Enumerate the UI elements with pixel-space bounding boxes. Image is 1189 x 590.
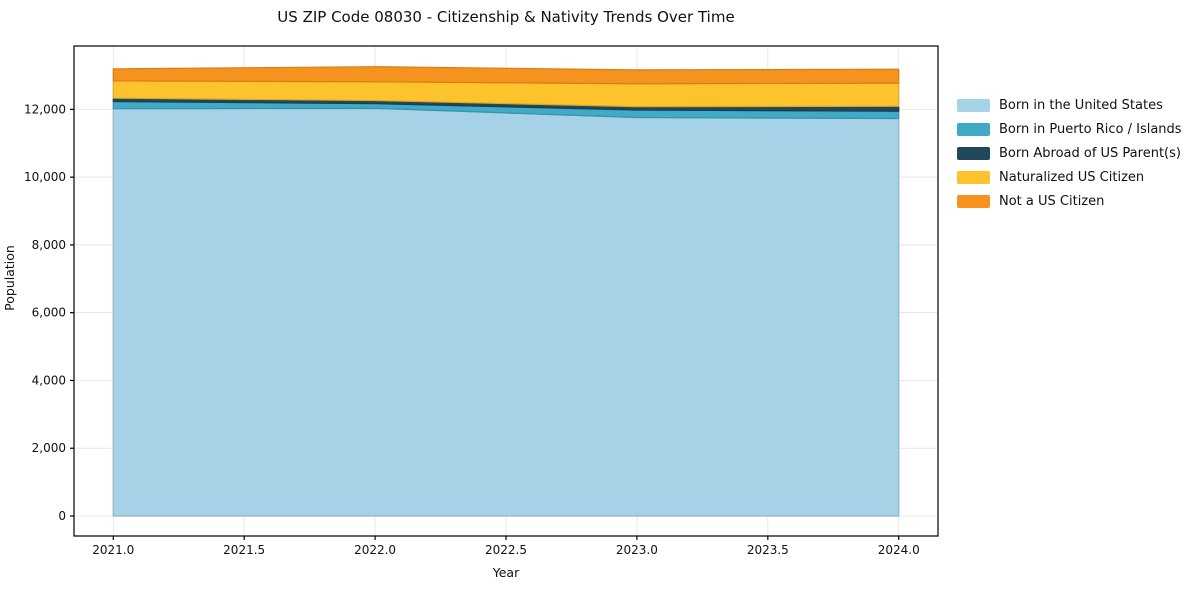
legend-swatch-icon <box>957 195 990 208</box>
legend-item: Naturalized US Citizen <box>957 171 1182 184</box>
x-tick-label: 2024.0 <box>878 543 920 557</box>
legend-label: Born in Puerto Rico / Islands <box>999 122 1182 137</box>
legend-item: Born in the United States <box>957 99 1182 112</box>
legend-swatch-icon <box>957 171 990 184</box>
legend-item: Not a US Citizen <box>957 195 1182 208</box>
y-tick-label: 0 <box>58 509 66 523</box>
y-tick-label: 8,000 <box>32 238 66 252</box>
y-axis-label: Population <box>2 245 17 311</box>
legend-label: Not a US Citizen <box>999 194 1105 209</box>
x-tick-label: 2021.5 <box>223 543 265 557</box>
legend-swatch-icon <box>957 123 990 136</box>
legend: Born in the United States Born in Puerto … <box>957 99 1182 208</box>
y-tick-label: 4,000 <box>32 373 66 387</box>
x-tick-label: 2023.5 <box>747 543 789 557</box>
legend-label: Naturalized US Citizen <box>999 170 1145 185</box>
x-tick-label: 2021.0 <box>92 543 134 557</box>
x-axis-label: Year <box>492 565 520 580</box>
legend-item: Born Abroad of US Parent(s) <box>957 147 1182 160</box>
legend-swatch-icon <box>957 99 990 112</box>
x-tick-label: 2022.5 <box>485 543 527 557</box>
area-series-0 <box>112 107 900 517</box>
y-tick-label: 12,000 <box>24 102 66 116</box>
y-tick-label: 6,000 <box>32 306 66 320</box>
area-series-4 <box>112 66 900 85</box>
chart-title: US ZIP Code 08030 - Citizenship & Nativi… <box>277 8 734 26</box>
y-tick-label: 2,000 <box>32 441 66 455</box>
y-tick-label: 10,000 <box>24 170 66 184</box>
legend-swatch-icon <box>957 147 990 160</box>
x-tick-label: 2022.0 <box>354 543 396 557</box>
legend-label: Born in the United States <box>999 98 1163 113</box>
x-tick-label: 2023.0 <box>616 543 658 557</box>
legend-label: Born Abroad of US Parent(s) <box>999 146 1181 161</box>
stacked-areas <box>112 66 900 517</box>
legend-item: Born in Puerto Rico / Islands <box>957 123 1182 136</box>
axis-ticks: 2021.0 2021.5 2022.0 2022.5 2023.0 2023.5 2024… <box>24 102 920 557</box>
